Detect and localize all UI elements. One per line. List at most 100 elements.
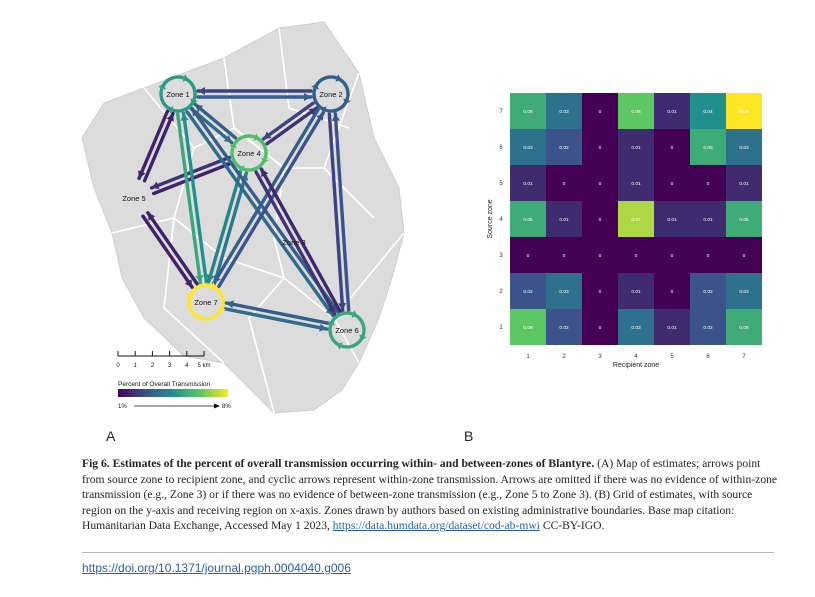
loop-arrowhead bbox=[335, 74, 342, 82]
arrow-6-to-7 bbox=[224, 301, 330, 325]
loop-segment bbox=[256, 136, 268, 160]
loop-segment bbox=[161, 75, 185, 87]
cell-value-label: 0.05 bbox=[703, 145, 713, 151]
cell-value-label: 0.06 bbox=[523, 325, 533, 331]
loop-segment bbox=[189, 283, 213, 295]
x-tick-label: 1 bbox=[526, 354, 530, 360]
arrow-4-to-6 bbox=[254, 170, 337, 316]
cell-value-label: 0 bbox=[599, 217, 602, 223]
arrow-4-to-7 bbox=[206, 169, 243, 284]
x-tick-label: 2 bbox=[562, 354, 566, 360]
transmission-map: Zone 1 Zone 2 Zone 3 Zone 4 Zone 5 Zone 6 Zone… bbox=[81, 21, 405, 414]
cell-value-label: 0.03 bbox=[631, 325, 641, 331]
heatmap-cell bbox=[726, 309, 762, 345]
loop-segment bbox=[314, 75, 338, 87]
arrowhead-7-to-1 bbox=[180, 113, 189, 121]
x-tick-label: 4 bbox=[634, 354, 638, 360]
heatmap-cell bbox=[546, 237, 582, 273]
cell-value-label: 0 bbox=[527, 253, 530, 259]
arrowhead-4-to-7 bbox=[206, 274, 215, 282]
self-loop-zone-2 bbox=[311, 74, 351, 114]
cell-value-label: 0.01 bbox=[631, 145, 641, 151]
loop-segment bbox=[185, 77, 197, 101]
loop-segment bbox=[354, 313, 366, 337]
arrow-1-to-5 bbox=[137, 109, 170, 181]
heatmap-cell bbox=[582, 273, 618, 309]
zone-label: Zone 6 bbox=[335, 326, 358, 335]
arrowhead-4-to-5 bbox=[151, 181, 160, 190]
x-tick-label: 6 bbox=[706, 354, 710, 360]
cell-value-label: 0.01 bbox=[631, 181, 641, 187]
heatmap-cell bbox=[582, 129, 618, 165]
arrowhead-1-to-2 bbox=[304, 93, 311, 101]
scale-tick-label: 5 km bbox=[197, 363, 210, 369]
arrow-2-to-6 bbox=[327, 112, 345, 312]
district-boundary bbox=[333, 317, 360, 364]
self-loop-zone-7 bbox=[186, 282, 226, 322]
y-tick-label: 1 bbox=[499, 325, 503, 331]
arrowhead-6-to-1 bbox=[192, 108, 200, 117]
cell-value-label: 0 bbox=[671, 289, 674, 295]
zone-label: Zone 2 bbox=[319, 90, 342, 99]
arrow-6-to-2 bbox=[333, 112, 351, 312]
cell-value-label: 0.03 bbox=[739, 145, 749, 151]
cell-value-label: 0.05 bbox=[739, 325, 749, 331]
heatmap-cell bbox=[618, 201, 654, 237]
cell-value-label: 0.01 bbox=[703, 217, 713, 223]
heatmap-cell bbox=[510, 201, 546, 237]
panel-a-label: A bbox=[106, 428, 116, 444]
heatmap-cell bbox=[726, 237, 762, 273]
doi-link[interactable]: https://doi.org/10.1371/journal.pgph.000… bbox=[82, 561, 351, 575]
cell-value-label: 0 bbox=[671, 145, 674, 151]
heatmap-cell bbox=[690, 273, 726, 309]
heatmap-cell bbox=[582, 165, 618, 201]
y-tick-label: 3 bbox=[499, 253, 503, 259]
loop-segment bbox=[159, 87, 171, 111]
heatmap-cell bbox=[654, 237, 690, 273]
zone-label: Zone 5 bbox=[122, 194, 145, 203]
cell-value-label: 0.02 bbox=[703, 289, 713, 295]
scale-bar: 0 1 2 3 4 5 km bbox=[116, 351, 211, 369]
arrow-7-to-5 bbox=[146, 211, 199, 286]
cell-value-label: 0.07 bbox=[631, 217, 641, 223]
loop-arrowhead bbox=[182, 74, 189, 82]
arrowhead-7-to-6 bbox=[319, 323, 327, 332]
arrow-1-to-6 bbox=[185, 110, 335, 318]
loop-segment bbox=[324, 101, 348, 113]
loop-segment bbox=[199, 309, 223, 321]
cell-value-label: 0 bbox=[635, 253, 638, 259]
loop-segment bbox=[242, 160, 266, 172]
loop-segment bbox=[213, 285, 225, 309]
heatmap-cell bbox=[618, 237, 654, 273]
heatmap-cell bbox=[582, 201, 618, 237]
heatmap-cell bbox=[510, 237, 546, 273]
divider bbox=[82, 552, 774, 553]
cell-value-label: 0.03 bbox=[559, 109, 569, 115]
zone-label: Zone 1 bbox=[166, 90, 189, 99]
arrow-4-to-1 bbox=[193, 102, 238, 140]
loop-arrowhead bbox=[351, 310, 358, 318]
cell-value-label: 0.02 bbox=[703, 325, 713, 331]
heatmap-cell bbox=[618, 129, 654, 165]
cell-value-label: 0 bbox=[599, 181, 602, 187]
caption-link[interactable]: https://data.humdata.org/dataset/cod-ab-… bbox=[332, 519, 540, 533]
cell-value-label: 0.04 bbox=[703, 109, 713, 115]
cell-value-label: 0.02 bbox=[523, 289, 533, 295]
cell-value-label: 0 bbox=[599, 109, 602, 115]
caption-tail: CC-BY-IGO. bbox=[539, 519, 605, 533]
cell-value-label: 0.06 bbox=[631, 109, 641, 115]
arrowhead-2-to-1 bbox=[198, 87, 205, 95]
arrow-5-to-1 bbox=[142, 111, 175, 183]
heatmap-cell bbox=[654, 273, 690, 309]
heatmap-cell bbox=[690, 309, 726, 345]
heatmap-cell bbox=[618, 165, 654, 201]
arrowhead-1-to-4 bbox=[223, 134, 232, 143]
cell-value-label: 0.03 bbox=[559, 289, 569, 295]
caption-title: Fig 6. Estimates of the percent of overa… bbox=[82, 457, 595, 470]
arrowhead-6-to-7 bbox=[226, 300, 234, 309]
loop-arrowhead bbox=[253, 133, 260, 141]
cell-value-label: 0 bbox=[563, 253, 566, 259]
arrowhead-6-to-2 bbox=[331, 113, 340, 122]
heatmap-cell bbox=[726, 273, 762, 309]
x-axis-label: Recipient zone bbox=[613, 362, 659, 369]
